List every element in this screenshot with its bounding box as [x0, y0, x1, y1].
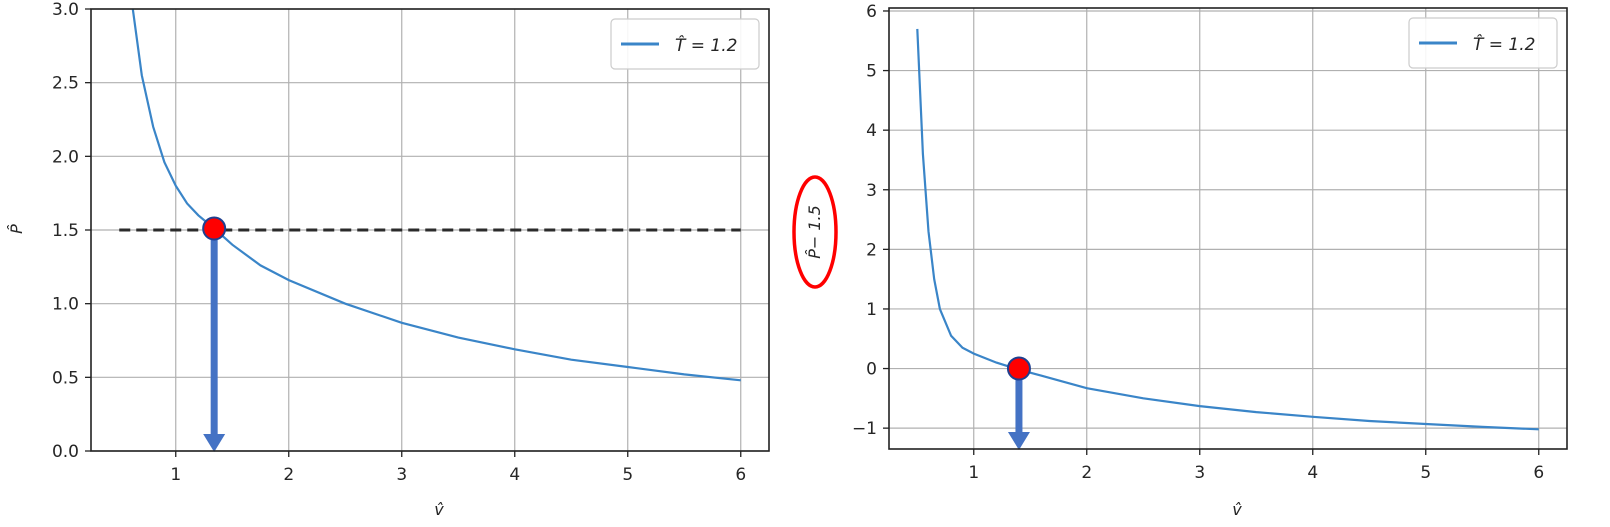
- x-tick-label: 5: [622, 465, 633, 485]
- legend: T̂ = 1.2: [1408, 17, 1558, 69]
- x-tick-label: 1: [968, 463, 979, 483]
- series-line-1: [916, 28, 1539, 431]
- down-arrow-head: [1007, 432, 1030, 450]
- x-tick-label: 3: [396, 465, 407, 485]
- y-tick-label: 2: [866, 240, 877, 260]
- y-tick-label: 1.0: [52, 295, 79, 315]
- y-tick-label: 0: [866, 360, 877, 380]
- plot-frame: [888, 7, 1568, 450]
- ylabel-highlight-ellipse: [792, 175, 838, 289]
- legend: T̂ = 1.2: [610, 18, 760, 70]
- x-tick-label: 4: [1307, 463, 1318, 483]
- legend-box: [1408, 17, 1558, 69]
- y-axis-label: P̂− 1.5: [805, 205, 824, 259]
- legend-label: T̂ = 1.2: [1473, 34, 1535, 55]
- y-tick-label: 1.5: [52, 221, 79, 241]
- intersection-marker: [202, 216, 227, 241]
- intersection-marker: [1006, 356, 1031, 381]
- y-tick-label: −1: [852, 419, 877, 439]
- y-tick-label: 4: [866, 121, 877, 141]
- y-axis-label: P̂: [7, 224, 26, 234]
- chart-panel-2: 1 2 3 4 5 6 −1 0 1 2 3 4 5 6 v̂ P̂− 1.5 T̂ = 1.2: [792, 2, 1568, 519]
- x-tick-label: 5: [1420, 463, 1431, 483]
- x-tick-label: 4: [509, 465, 520, 485]
- legend-label: T̂ = 1.2: [675, 35, 737, 56]
- x-axis-label: v̂: [434, 500, 444, 519]
- down-arrow-head: [203, 434, 226, 452]
- x-tick-label: 1: [170, 465, 181, 485]
- y-tick-label: 3: [866, 181, 877, 201]
- x-tick-label: 6: [1533, 463, 1544, 483]
- y-tick-label: 3.0: [52, 0, 79, 20]
- chart-panel-1: 1 2 3 4 5 6 0.0 0.5 1.0 1.5 2.0 2.5 3.0 v̂ P̂ T̂ = 1.2: [7, 0, 770, 519]
- y-tick-label: 0.5: [52, 368, 79, 388]
- series-line-1: [131, 9, 741, 382]
- y-tick-label: 5: [866, 62, 877, 82]
- y-tick-label: 1: [866, 300, 877, 320]
- x-tick-label: 2: [283, 465, 294, 485]
- y-tick-label: 0.0: [52, 442, 79, 462]
- x-axis-label: v̂: [1232, 500, 1242, 519]
- y-tick-label: 6: [866, 2, 877, 22]
- y-tick-label: 2.0: [52, 147, 79, 167]
- y-tick-label: 2.5: [52, 74, 79, 94]
- x-tick-label: 2: [1081, 463, 1092, 483]
- x-tick-label: 3: [1194, 463, 1205, 483]
- legend-box: [610, 18, 760, 70]
- x-tick-label: 6: [735, 465, 746, 485]
